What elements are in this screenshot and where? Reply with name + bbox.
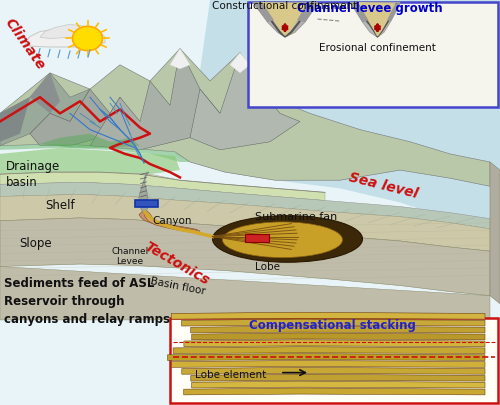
Polygon shape bbox=[40, 134, 140, 148]
Polygon shape bbox=[0, 144, 190, 162]
Polygon shape bbox=[0, 194, 490, 251]
Polygon shape bbox=[168, 354, 485, 360]
Text: Slope: Slope bbox=[19, 237, 52, 249]
Ellipse shape bbox=[212, 216, 362, 262]
Polygon shape bbox=[359, 3, 395, 36]
Polygon shape bbox=[192, 381, 485, 388]
Polygon shape bbox=[0, 172, 325, 200]
Polygon shape bbox=[182, 319, 485, 326]
Polygon shape bbox=[0, 97, 30, 146]
Polygon shape bbox=[0, 49, 490, 186]
Polygon shape bbox=[490, 162, 500, 304]
Polygon shape bbox=[0, 218, 490, 296]
Polygon shape bbox=[297, 2, 318, 22]
Polygon shape bbox=[387, 2, 400, 21]
Text: Lobe element: Lobe element bbox=[195, 370, 266, 379]
Polygon shape bbox=[0, 148, 180, 174]
Polygon shape bbox=[252, 2, 318, 37]
Text: Canyon: Canyon bbox=[152, 216, 192, 226]
Polygon shape bbox=[172, 360, 485, 367]
Text: Basin floor: Basin floor bbox=[150, 277, 206, 297]
Text: Constructional confinement: Constructional confinement bbox=[212, 1, 358, 11]
Polygon shape bbox=[184, 340, 485, 347]
Polygon shape bbox=[184, 388, 485, 395]
Polygon shape bbox=[170, 49, 190, 69]
FancyBboxPatch shape bbox=[248, 2, 498, 107]
Text: Erosional confinement: Erosional confinement bbox=[319, 43, 436, 53]
FancyBboxPatch shape bbox=[245, 234, 269, 242]
Polygon shape bbox=[190, 53, 300, 150]
Polygon shape bbox=[0, 266, 490, 320]
FancyBboxPatch shape bbox=[135, 200, 158, 207]
Text: Lobe: Lobe bbox=[255, 262, 280, 272]
Text: Channel
Levee: Channel Levee bbox=[112, 247, 148, 266]
Text: Channel-levee growth: Channel-levee growth bbox=[297, 2, 443, 15]
Polygon shape bbox=[139, 172, 149, 211]
Text: Tectonics: Tectonics bbox=[142, 239, 212, 288]
Polygon shape bbox=[350, 2, 368, 22]
Polygon shape bbox=[0, 73, 90, 146]
Polygon shape bbox=[191, 374, 485, 381]
Polygon shape bbox=[262, 3, 306, 35]
Polygon shape bbox=[25, 28, 105, 47]
Polygon shape bbox=[30, 73, 60, 113]
Text: Shelf: Shelf bbox=[45, 199, 74, 212]
Text: Submarine fan: Submarine fan bbox=[255, 212, 337, 222]
Polygon shape bbox=[90, 49, 220, 150]
Text: Drainage
basin: Drainage basin bbox=[6, 160, 60, 190]
Polygon shape bbox=[172, 312, 485, 319]
Polygon shape bbox=[230, 53, 250, 73]
Text: Sea level: Sea level bbox=[348, 170, 420, 201]
Polygon shape bbox=[173, 347, 485, 354]
Polygon shape bbox=[175, 0, 500, 235]
Polygon shape bbox=[350, 2, 400, 37]
Text: Sediments feed of ASL
Reservoir through
canyons and relay ramps: Sediments feed of ASL Reservoir through … bbox=[4, 277, 170, 326]
Polygon shape bbox=[144, 211, 200, 233]
FancyBboxPatch shape bbox=[170, 318, 498, 403]
Polygon shape bbox=[182, 367, 485, 374]
Polygon shape bbox=[30, 89, 130, 146]
Polygon shape bbox=[40, 24, 100, 38]
Polygon shape bbox=[0, 182, 490, 229]
Text: Climate: Climate bbox=[2, 15, 48, 72]
Polygon shape bbox=[190, 326, 485, 333]
Ellipse shape bbox=[222, 222, 342, 258]
Polygon shape bbox=[252, 2, 274, 22]
Polygon shape bbox=[139, 211, 198, 232]
Circle shape bbox=[72, 26, 102, 51]
Polygon shape bbox=[192, 333, 485, 340]
Text: Compensational stacking: Compensational stacking bbox=[249, 319, 416, 332]
